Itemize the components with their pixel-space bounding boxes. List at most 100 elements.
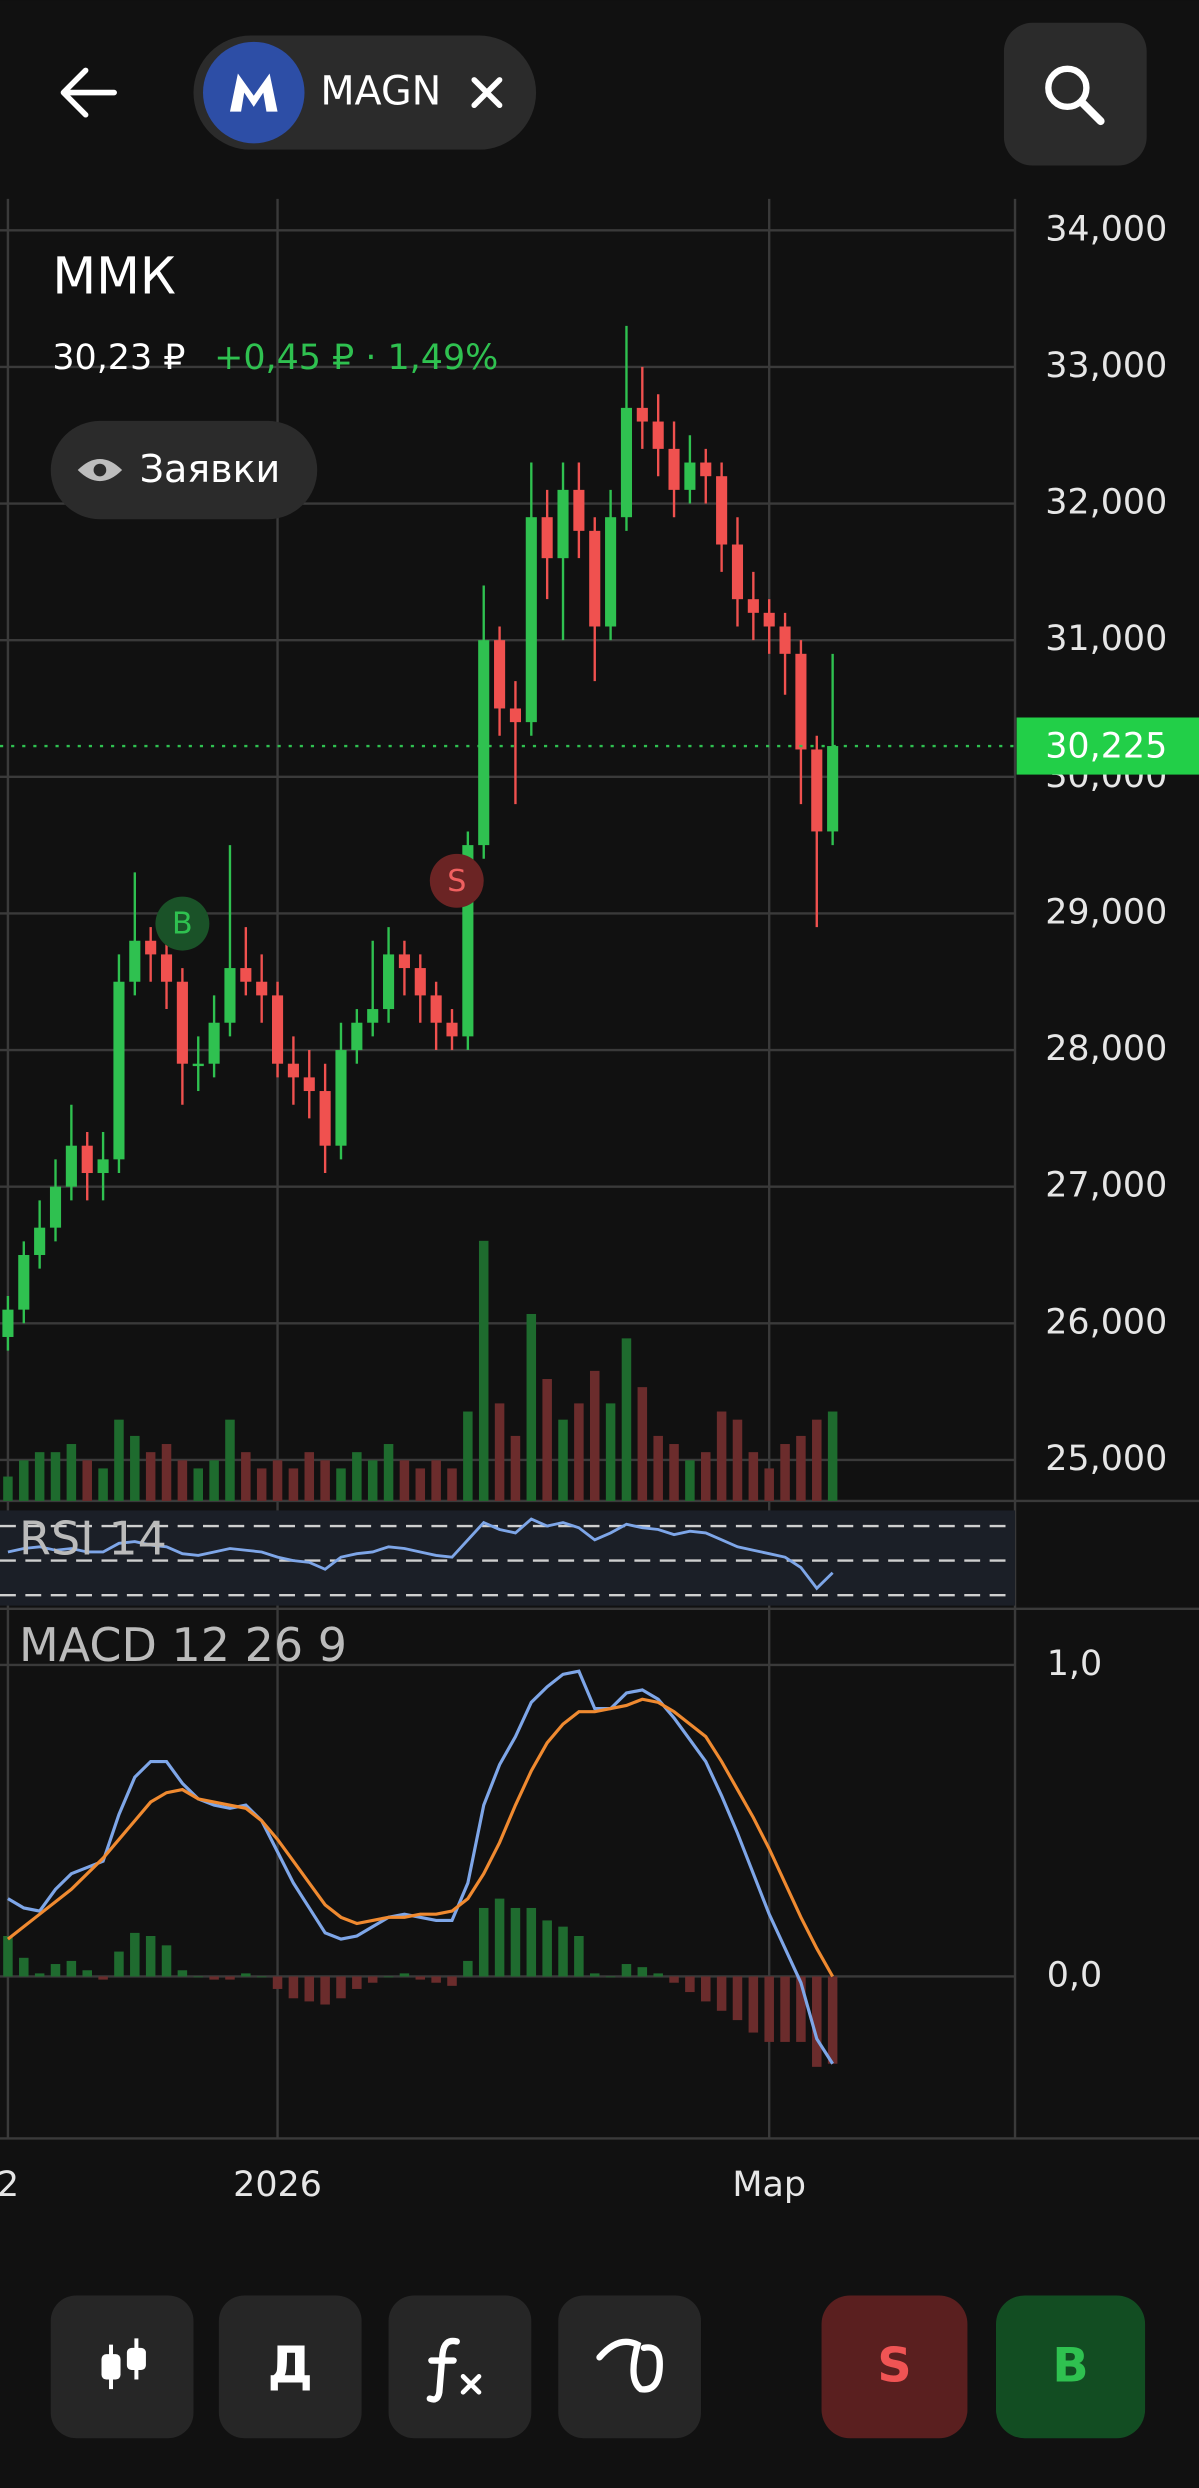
- volume-bar: [812, 1419, 822, 1501]
- candle-body: [97, 1159, 109, 1174]
- volume-bar: [209, 1460, 219, 1501]
- macd-histogram-bar: [114, 1951, 124, 1977]
- macd-histogram-bar: [812, 1976, 822, 2067]
- candle-body: [652, 421, 664, 449]
- candle-body: [176, 981, 188, 1064]
- volume-bar: [66, 1444, 77, 1501]
- volume-bar: [701, 1452, 711, 1501]
- macd-histogram-bar: [272, 1976, 283, 1989]
- macd-histogram-bar: [685, 1976, 695, 1993]
- rsi-line: [7, 1517, 834, 1591]
- candle-body: [747, 599, 759, 613]
- volume-bar: [494, 1403, 505, 1501]
- search-icon: [1077, 98, 1105, 126]
- macd-histogram-bar: [827, 1976, 838, 2064]
- candle-body: [351, 1022, 363, 1051]
- plot: 22026Мар34,00033,00032,00031,00030,00029…: [0, 198, 1199, 2205]
- ticker: MAGN: [320, 69, 441, 115]
- candle-body: [49, 1186, 62, 1228]
- volume-bar: [225, 1419, 235, 1501]
- candle-body: [398, 954, 410, 969]
- rsi-label: RSI 14: [19, 1512, 167, 1566]
- period-button[interactable]: [218, 2295, 362, 2439]
- candle-body: [494, 640, 506, 709]
- x-tick-label: Мар: [732, 2165, 806, 2205]
- volume-bar: [605, 1403, 616, 1501]
- volume-bar: [19, 1460, 29, 1501]
- volume-bar: [320, 1460, 330, 1501]
- candle-body: [827, 746, 839, 832]
- y-tick-label: 31,000: [1045, 619, 1167, 659]
- macd-histogram-bar: [701, 1976, 711, 2002]
- candle-body: [113, 981, 125, 1160]
- search-button[interactable]: [1003, 22, 1147, 166]
- volume-bar: [3, 1476, 13, 1501]
- macd-histogram-bar: [130, 1932, 140, 1977]
- indicators-button[interactable]: [388, 2295, 532, 2439]
- candle-body: [240, 968, 252, 982]
- macd-label: MACD 12 26 9: [19, 1618, 347, 1672]
- candle-body: [81, 1145, 93, 1174]
- candle-body: [620, 407, 633, 518]
- volume-bar: [764, 1468, 774, 1501]
- y-tick-label: 29,000: [1045, 892, 1167, 932]
- candle-body: [731, 544, 744, 600]
- macd-histogram-bar: [161, 1945, 172, 1977]
- macd-histogram-bar: [796, 1976, 806, 2042]
- volume-bar: [193, 1468, 204, 1501]
- macd-histogram-bar: [193, 1976, 204, 1978]
- buy-signal[interactable]: [155, 896, 210, 951]
- macd-histogram-bar: [415, 1976, 426, 1980]
- volume-bar: [732, 1419, 743, 1501]
- candle-body: [256, 981, 268, 996]
- candle-body: [224, 968, 236, 1023]
- candle-body: [34, 1227, 46, 1255]
- drawing-icon: [596, 2338, 663, 2393]
- macd-histogram-bar: [621, 1964, 632, 1977]
- candle-body: [573, 489, 585, 531]
- volume-bar: [447, 1468, 457, 1501]
- last-price: 30,23 ₽: [52, 338, 185, 378]
- macd-histogram-bar: [288, 1976, 299, 1999]
- candle-body: [557, 489, 569, 559]
- volume-bar: [34, 1452, 45, 1501]
- close-ticker[interactable]: [471, 77, 503, 109]
- macd-line: [6, 1697, 835, 1978]
- buy-signal-label: B: [172, 907, 193, 942]
- drawing-button[interactable]: [558, 2295, 702, 2439]
- y-tick-label: 32,000: [1045, 483, 1167, 523]
- sell-signal[interactable]: [429, 853, 484, 908]
- buy-label: B: [1052, 2338, 1088, 2393]
- candle-body: [192, 1063, 204, 1067]
- macd-histogram-bar: [732, 1976, 743, 2021]
- candle-body: [18, 1254, 30, 1310]
- candle-body: [763, 612, 775, 627]
- candle-body: [716, 476, 728, 545]
- macd-histogram-bar: [225, 1976, 235, 1980]
- back-button[interactable]: [60, 67, 117, 118]
- orders-button[interactable]: [50, 420, 318, 520]
- macd-histogram-bar: [716, 1976, 727, 2011]
- macd-histogram-bar: [431, 1976, 441, 1983]
- macd-histogram-bar: [177, 1970, 188, 1977]
- chart-type-button[interactable]: [50, 2295, 194, 2439]
- y-tick-label: 0,0: [1047, 1955, 1102, 1995]
- volume-bar: [352, 1452, 362, 1501]
- volume-bar: [383, 1444, 394, 1501]
- macd-histogram-bar: [764, 1976, 774, 2042]
- volume-bar: [50, 1452, 61, 1501]
- volume-bar: [463, 1411, 473, 1501]
- current-price-tag: [1016, 717, 1199, 775]
- candle-body: [446, 1022, 458, 1037]
- volume-bar: [542, 1379, 552, 1501]
- volume-bar: [653, 1435, 663, 1501]
- candle-body: [795, 653, 807, 750]
- candles-icon: [126, 2347, 146, 2371]
- y-tick-label: 1,0: [1047, 1644, 1102, 1684]
- y-tick-label: 27,000: [1045, 1166, 1167, 1206]
- eye-icon: [93, 463, 107, 477]
- volume-bar: [637, 1387, 648, 1501]
- sell-button[interactable]: [821, 2295, 968, 2439]
- buy-button[interactable]: [995, 2295, 1146, 2439]
- volume-bar: [130, 1435, 140, 1501]
